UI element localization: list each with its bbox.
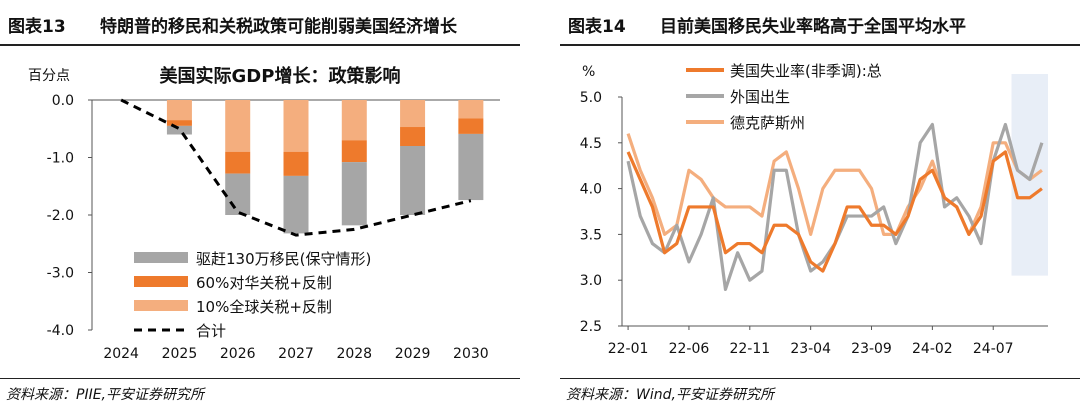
y-tick-label: 0.0 <box>52 93 74 109</box>
bottom-divider <box>0 378 520 379</box>
y-tick-label: 4.5 <box>580 136 602 152</box>
figure-number: 图表14 <box>568 17 626 37</box>
x-tick-label: 24-02 <box>912 341 953 357</box>
y-tick-label: 5.0 <box>580 90 602 106</box>
x-tick-label: 2026 <box>220 346 256 362</box>
bar-segment <box>166 125 192 135</box>
unemployment-rate-chart: 5.0 4.5 4.0 3.5 3.0 2.5 22-01 22-06 22-11 23-04 2… <box>580 62 1048 357</box>
x-tick-label: 24-07 <box>973 341 1014 357</box>
y-tick-label: -2.0 <box>47 208 74 224</box>
legend-swatch <box>134 252 188 263</box>
legend-label: 德克萨斯州 <box>730 114 805 132</box>
bar-segment <box>283 151 309 176</box>
bar-segment <box>225 151 251 174</box>
y-tick-label: -4.0 <box>47 323 74 339</box>
figure-title: 特朗普的移民和关税政策可能削弱美国经济增长 <box>100 17 457 37</box>
figure-title-bar: 图表13 特朗普的移民和关税政策可能削弱美国经济增长 <box>0 6 520 40</box>
x-tick-label: 22-11 <box>729 341 770 357</box>
y-tick-label: 3.5 <box>580 227 602 243</box>
legend-label: 外国出生 <box>730 88 790 106</box>
x-tick-label: 2027 <box>278 346 314 362</box>
y-tick-label: -1.0 <box>47 151 74 167</box>
series-line <box>626 150 1043 273</box>
legend-label: 美国失业率(非季调):总 <box>730 62 882 80</box>
y-tick-label: 4.0 <box>580 182 602 198</box>
left-figure-panel: 图表13 特朗普的移民和关税政策可能削弱美国经济增长 0.0 -1.0 -2.0 -3… <box>0 0 520 415</box>
legend-swatch <box>134 300 188 311</box>
bar-segment <box>283 175 309 234</box>
bar-segment <box>400 146 426 215</box>
x-tick-label: 22-01 <box>608 341 649 357</box>
bar-segment <box>458 133 484 201</box>
x-tick-label: 2025 <box>162 346 198 362</box>
bar-segment <box>400 127 426 146</box>
bar-segment <box>341 140 367 163</box>
y-tick-label: 2.5 <box>580 319 602 335</box>
y-tick-label: -3.0 <box>47 266 74 282</box>
bar-segment <box>458 100 484 119</box>
legend-label: 10%全球关税+反制 <box>196 298 332 316</box>
total-dashed-line <box>120 98 472 237</box>
x-tick-label: 2024 <box>103 346 139 362</box>
y-axis-label: % <box>582 64 595 80</box>
legend-label: 驱赶130万移民(保守情形) <box>196 250 371 268</box>
top-divider <box>560 44 1080 46</box>
x-tick-label: 2030 <box>453 346 489 362</box>
y-tick-label: 3.0 <box>580 273 602 289</box>
bar-segment <box>458 118 484 134</box>
y-axis-label: 百分点 <box>28 68 70 84</box>
bar-segment <box>166 100 192 121</box>
x-tick-label: 2028 <box>336 346 372 362</box>
x-tick-label: 2029 <box>395 346 431 362</box>
top-divider <box>0 44 520 46</box>
bar-segment <box>166 120 192 126</box>
bar-segment <box>225 173 251 215</box>
bar-segment <box>341 100 367 141</box>
source-note: 资料来源：Wind,平安证券研究所 <box>566 387 774 403</box>
right-figure-panel: 图表14 目前美国移民失业率略高于全国平均水平 5.0 4.5 4.0 3.5 3.0 2… <box>560 0 1080 415</box>
legend-label: 合计 <box>196 322 226 340</box>
figure-title-bar: 图表14 目前美国移民失业率略高于全国平均水平 <box>560 6 1080 40</box>
figure-number: 图表13 <box>8 17 66 37</box>
bottom-divider <box>560 378 1080 379</box>
figure-title: 目前美国移民失业率略高于全国平均水平 <box>660 17 966 37</box>
bar-segment <box>225 100 251 152</box>
legend-swatch <box>134 276 188 287</box>
bar-segment <box>341 162 367 226</box>
bar-segment <box>400 100 426 128</box>
chart-title: 美国实际GDP增长：政策影响 <box>160 65 401 87</box>
legend-label: 60%对华关税+反制 <box>196 274 332 292</box>
gdp-policy-impact-chart: 0.0 -1.0 -2.0 -3.0 -4.0 2024 2025 2026 2027 2028… <box>28 65 500 362</box>
bar-segment <box>283 100 309 152</box>
x-tick-label: 23-04 <box>790 341 831 357</box>
source-note: 资料来源：PIIE,平安证券研究所 <box>6 387 204 403</box>
x-tick-label: 22-06 <box>669 341 710 357</box>
x-tick-label: 23-09 <box>851 341 892 357</box>
